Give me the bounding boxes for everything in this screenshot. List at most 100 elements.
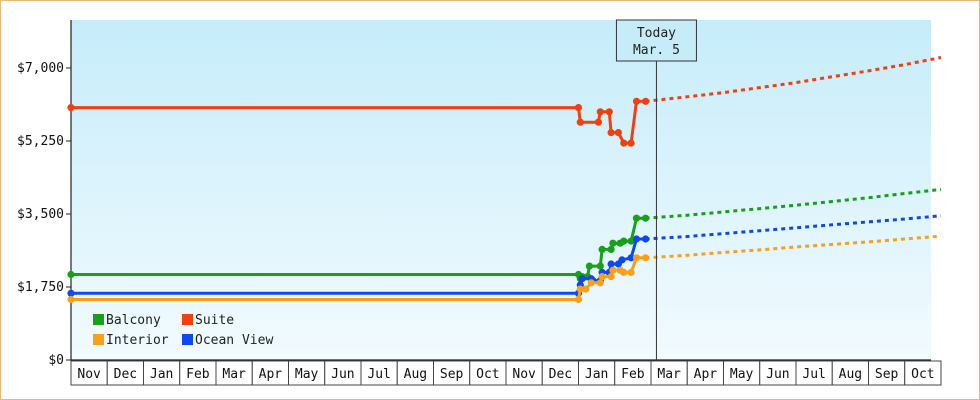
month-cell	[831, 360, 869, 386]
data-point-balcony	[596, 262, 604, 270]
legend-label: Interior	[106, 333, 169, 348]
month-cell	[433, 360, 471, 386]
x-axis: Nov Dec Jan Feb Mar Apr May Jun Jul Aug Sep Oct Nov D…	[70, 359, 942, 386]
data-point-suite	[627, 139, 635, 147]
x-tick-label: Sep	[440, 367, 464, 382]
x-tick-label: Jul	[802, 367, 825, 382]
data-point-suite	[632, 97, 641, 105]
y-axis: $0 $1,750 $3,500 $5,250 $7,000	[17, 20, 72, 368]
forecast-line-balcony	[645, 187, 942, 220]
x-tick-label: Apr	[259, 367, 283, 382]
data-point-balcony	[632, 214, 641, 222]
legend: Balcony Suite Interior Ocean View	[93, 313, 273, 348]
data-point-interior	[582, 285, 590, 293]
x-tick-label: Jan	[150, 367, 173, 382]
y-tick-label: $1,750	[17, 280, 64, 295]
data-point-ocean-view	[607, 260, 615, 268]
today-date: Mar. 5	[633, 43, 680, 58]
data-point-balcony	[67, 270, 75, 279]
x-tick-label: Oct	[911, 367, 934, 382]
month-cell	[396, 360, 434, 386]
data-point-interior	[587, 279, 595, 287]
data-point-interior	[67, 295, 75, 304]
y-tick-label: $7,000	[17, 61, 64, 76]
data-point-interior	[576, 285, 584, 293]
month-cell	[578, 360, 616, 386]
month-cell	[179, 360, 217, 386]
x-tick-label: Jun	[331, 367, 354, 382]
data-point-ocean-view	[67, 289, 75, 297]
data-point-interior	[598, 273, 606, 281]
data-point-suite	[620, 139, 628, 147]
month-cell	[70, 360, 108, 386]
month-cell	[904, 360, 942, 386]
data-point-ocean-view	[627, 254, 635, 262]
x-tick-label: Mar	[222, 367, 246, 382]
data-point-ocean-view	[632, 235, 641, 243]
month-cell	[143, 360, 181, 386]
data-point-balcony	[607, 245, 615, 253]
month-cell	[868, 360, 906, 386]
plot-background	[71, 20, 931, 360]
data-point-suite	[594, 118, 603, 126]
data-point-suite	[596, 108, 604, 116]
data-point-ocean-view	[618, 256, 626, 264]
data-point-balcony	[620, 237, 628, 245]
x-tick-label: Dec	[549, 367, 572, 382]
data-point-interior	[627, 268, 635, 276]
legend-label: Balcony	[106, 313, 161, 328]
x-tick-label: Aug	[839, 367, 862, 382]
data-point-balcony	[627, 237, 635, 245]
data-point-suite	[605, 108, 613, 116]
x-tick-label: Dec	[114, 367, 137, 382]
data-point-interior	[620, 268, 628, 276]
forecast-line-suite	[645, 56, 942, 103]
data-point-interior	[574, 295, 583, 304]
legend-swatch	[182, 334, 193, 345]
y-tick-label: $5,250	[17, 134, 64, 149]
y-tick-label: $0	[48, 353, 64, 368]
today-label: Today	[637, 26, 676, 41]
x-tick-label: Sep	[875, 367, 899, 382]
month-cell	[505, 360, 543, 386]
today-label-box	[615, 19, 697, 62]
x-tick-label: Feb	[621, 367, 645, 382]
data-point-suite	[576, 118, 584, 126]
month-cell	[215, 360, 253, 386]
legend-label: Suite	[195, 313, 234, 328]
data-point-balcony	[598, 245, 606, 253]
data-point-balcony	[609, 239, 617, 247]
legend-label: Ocean View	[195, 333, 273, 348]
data-point-balcony	[585, 262, 594, 270]
month-cell	[469, 360, 507, 386]
x-tick-label: Feb	[186, 367, 210, 382]
data-point-suite	[607, 129, 615, 137]
x-tick-label: Aug	[404, 367, 427, 382]
y-tick-label: $3,500	[17, 207, 64, 222]
x-tick-label: Jan	[585, 367, 608, 382]
x-tick-label: Jun	[766, 367, 789, 382]
x-tick-label: Mar	[657, 367, 681, 382]
today-marker: Today Mar. 5	[615, 19, 697, 360]
data-point-suite	[614, 129, 623, 137]
month-cell	[288, 360, 326, 386]
legend-swatch	[182, 314, 193, 325]
data-point-interior	[596, 279, 604, 287]
x-tick-label: Nov	[512, 367, 536, 382]
x-tick-label: Nov	[77, 367, 101, 382]
data-point-ocean-view	[578, 275, 586, 283]
legend-swatch	[93, 334, 104, 345]
x-tick-label: Jul	[367, 367, 390, 382]
series-layer	[67, 56, 942, 304]
x-tick-label: Oct	[476, 367, 499, 382]
month-cell	[106, 360, 144, 386]
data-point-interior	[632, 254, 641, 262]
data-point-suite	[67, 104, 75, 112]
data-point-suite	[574, 104, 583, 112]
data-point-interior	[609, 266, 617, 274]
x-tick-label: May	[730, 367, 754, 382]
month-cell	[360, 360, 398, 386]
legend-swatch	[93, 314, 104, 325]
data-point-interior	[607, 273, 615, 281]
